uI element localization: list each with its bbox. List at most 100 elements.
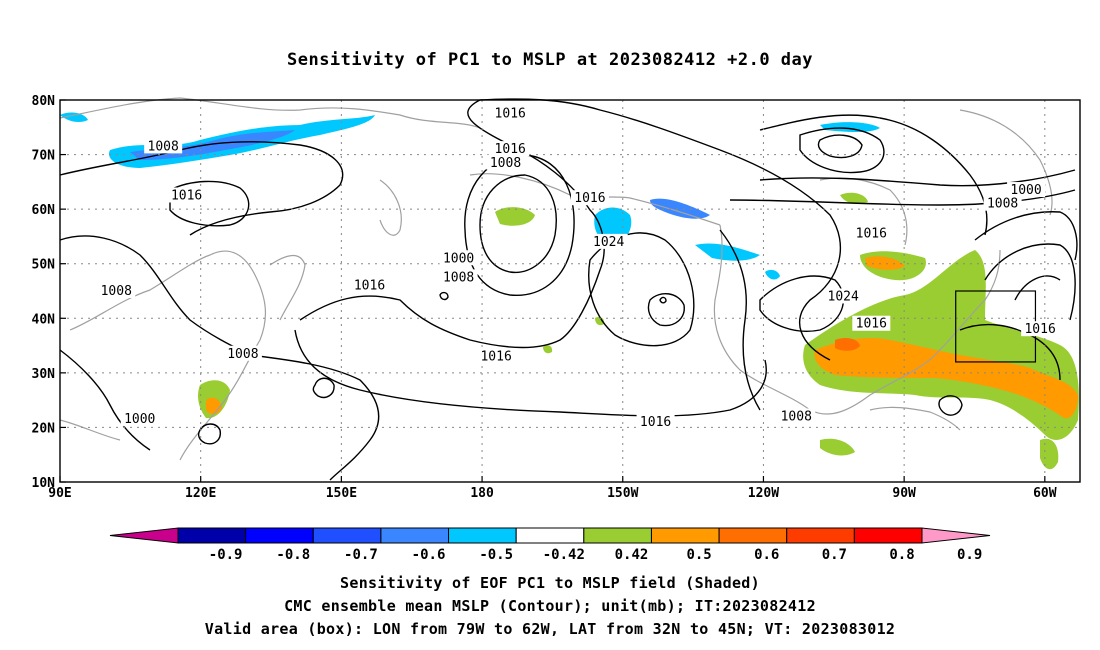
colorbar-swatch [380,527,450,544]
lat-label: 20N [32,421,56,436]
contour-small-wp [312,377,335,399]
contour-label: 1000 [443,251,474,266]
contour-sw-atl [938,395,963,416]
contour-1008-na [719,229,761,411]
contour-label: 1016 [354,279,385,294]
lon-label: 60W [1033,486,1057,501]
shade-small-green-2 [595,316,605,326]
shade-arctic-west [60,112,88,123]
contour-label: 1016 [640,415,671,430]
lon-label: 90E [48,486,71,501]
shade-gulf-green [820,438,855,456]
contour-1016-atl-3 [1014,275,1061,301]
caption-shaded: Sensitivity of EOF PC1 to MSLP field (Sh… [340,574,760,592]
contour-1016-na [719,149,842,361]
contour-label: 1008 [987,197,1018,212]
contour-1000-atl [759,169,1076,187]
contour-label: 1016 [495,107,526,122]
coast-kamchatka [379,179,402,236]
lat-lon-grid [60,100,1080,482]
caption-valid-area: Valid area (box): LON from 79W to 62W, L… [204,620,896,638]
contour-label: 1016 [171,189,202,204]
shade-canada-orange [865,256,905,270]
lat-label: 80N [32,94,56,109]
contour-label-bg [570,190,609,206]
shade-east-us-orange [814,338,1078,419]
contour-label-bg [439,269,478,285]
contour-canada-low-3 [817,134,863,159]
lat-label: 30N [32,367,56,382]
contour-label: 1016 [856,227,887,242]
contour-label-bg [144,138,183,154]
colorbar-swatch [515,527,585,544]
contour-label-bg [636,413,675,429]
contour-1008-siberia [59,141,344,236]
lat-label: 50N [32,258,56,273]
colorbar-label: 0.42 [615,547,649,563]
contour-label-bg [491,105,530,121]
contour-1008-atl [729,189,1076,206]
colorbar-label: -0.42 [543,547,585,563]
lon-label: 150E [326,486,357,501]
mslp-contours [59,98,1078,481]
colorbar-low-triangle [109,527,179,544]
contour-label: 1000 [1010,183,1041,198]
colorbar-label: 0.8 [889,547,914,563]
contour-1016-siberia [169,180,250,227]
coast-north-america-west [713,224,811,411]
lat-label: 70N [32,149,56,164]
contour-label-bg [350,277,389,293]
shade-east-us-green [803,250,1079,440]
colorbar-label: -0.6 [412,547,446,563]
contour-high-inner [647,293,685,327]
contour-label-bg [983,195,1022,211]
contour-label-bg [824,288,863,304]
contour-1008-asia [59,235,251,356]
contour-1016-north-pacific [299,98,721,349]
colorbar-label: -0.8 [276,547,310,563]
contour-1000-asia [59,349,151,451]
colorbar-swatch [718,527,788,544]
lat-label: 60N [32,203,56,218]
contour-1016-small-sm [439,291,449,301]
colorbar-swatch [786,527,855,544]
caption-contour: CMC ensemble mean MSLP (Contour); unit(m… [284,597,816,615]
contour-1016-atl-2 [984,243,1076,321]
contour-label-bg [589,233,628,249]
contour-label-bg [486,154,525,170]
contour-label-bg [439,250,478,266]
contour-1008-wp [249,354,380,481]
colorbar: -0.9 -0.8 -0.7 -0.6 -0.5 -0.42 0.42 0.5 0.6 0.7 0.… [109,527,991,563]
lat-label: 10N [32,476,56,491]
contour-label-bg [477,348,516,364]
lon-label: 90W [892,486,916,501]
colorbar-swatch [177,527,247,544]
plot-title: Sensitivity of PC1 to MSLP at 2023082412… [286,50,813,70]
shade-philippines-orange [206,397,222,415]
contour-label: 1016 [574,191,605,206]
colorbar-high-triangle [921,527,991,544]
contour-label: 1008 [101,284,132,299]
contour-1016-small-2 [659,296,667,304]
contour-label-bg [1007,182,1046,198]
contour-label-bg [852,315,891,331]
coast-greenland [959,109,1053,216]
colorbar-swatch [245,527,314,544]
lon-label: 120E [185,486,216,501]
contour-label-bg [777,408,816,424]
coast-north-asia [59,97,481,129]
shade-small-1 [765,269,780,280]
contour-label-bg [97,283,136,298]
coast-north-america-east [809,249,1001,415]
contour-canada-low [759,114,988,236]
coast-japan [269,255,306,321]
colorbar-label: -0.9 [209,547,243,563]
colorbar-swatch [312,527,382,544]
shade-east-us-darkorange [835,338,860,351]
shade-bering-green [495,207,535,226]
colorbar-swatch [853,527,923,544]
contour-1016-pacific-ring [294,329,767,417]
